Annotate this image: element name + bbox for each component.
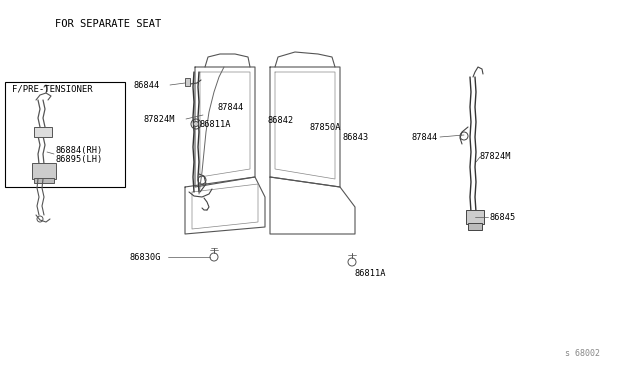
Text: 86830G: 86830G (130, 253, 161, 262)
Text: F/PRE-TENSIONER: F/PRE-TENSIONER (12, 84, 93, 93)
Text: 86811A: 86811A (200, 119, 232, 128)
Text: 86884(RH): 86884(RH) (55, 145, 102, 154)
Bar (466, 210, 484, 224)
Text: 87850A: 87850A (310, 122, 342, 131)
Text: 87844: 87844 (412, 132, 438, 141)
Text: 87844: 87844 (218, 103, 244, 112)
Text: s 68002: s 68002 (565, 350, 600, 359)
Bar (468, 223, 482, 230)
Bar (5, 82, 125, 187)
Text: 86895(LH): 86895(LH) (55, 154, 102, 164)
Bar (185, 78, 190, 86)
Bar (32, 163, 56, 179)
Text: FOR SEPARATE SEAT: FOR SEPARATE SEAT (55, 19, 161, 29)
Text: 86845: 86845 (490, 212, 516, 221)
Text: 86843: 86843 (343, 132, 369, 141)
Text: 87824M: 87824M (143, 115, 175, 124)
Text: 86844: 86844 (133, 80, 159, 90)
Text: 86811A: 86811A (355, 269, 387, 279)
Text: 87824M: 87824M (480, 151, 511, 160)
Circle shape (193, 122, 198, 126)
Text: 86842: 86842 (268, 115, 294, 125)
Bar (34, 178, 54, 183)
Bar (34, 127, 52, 137)
